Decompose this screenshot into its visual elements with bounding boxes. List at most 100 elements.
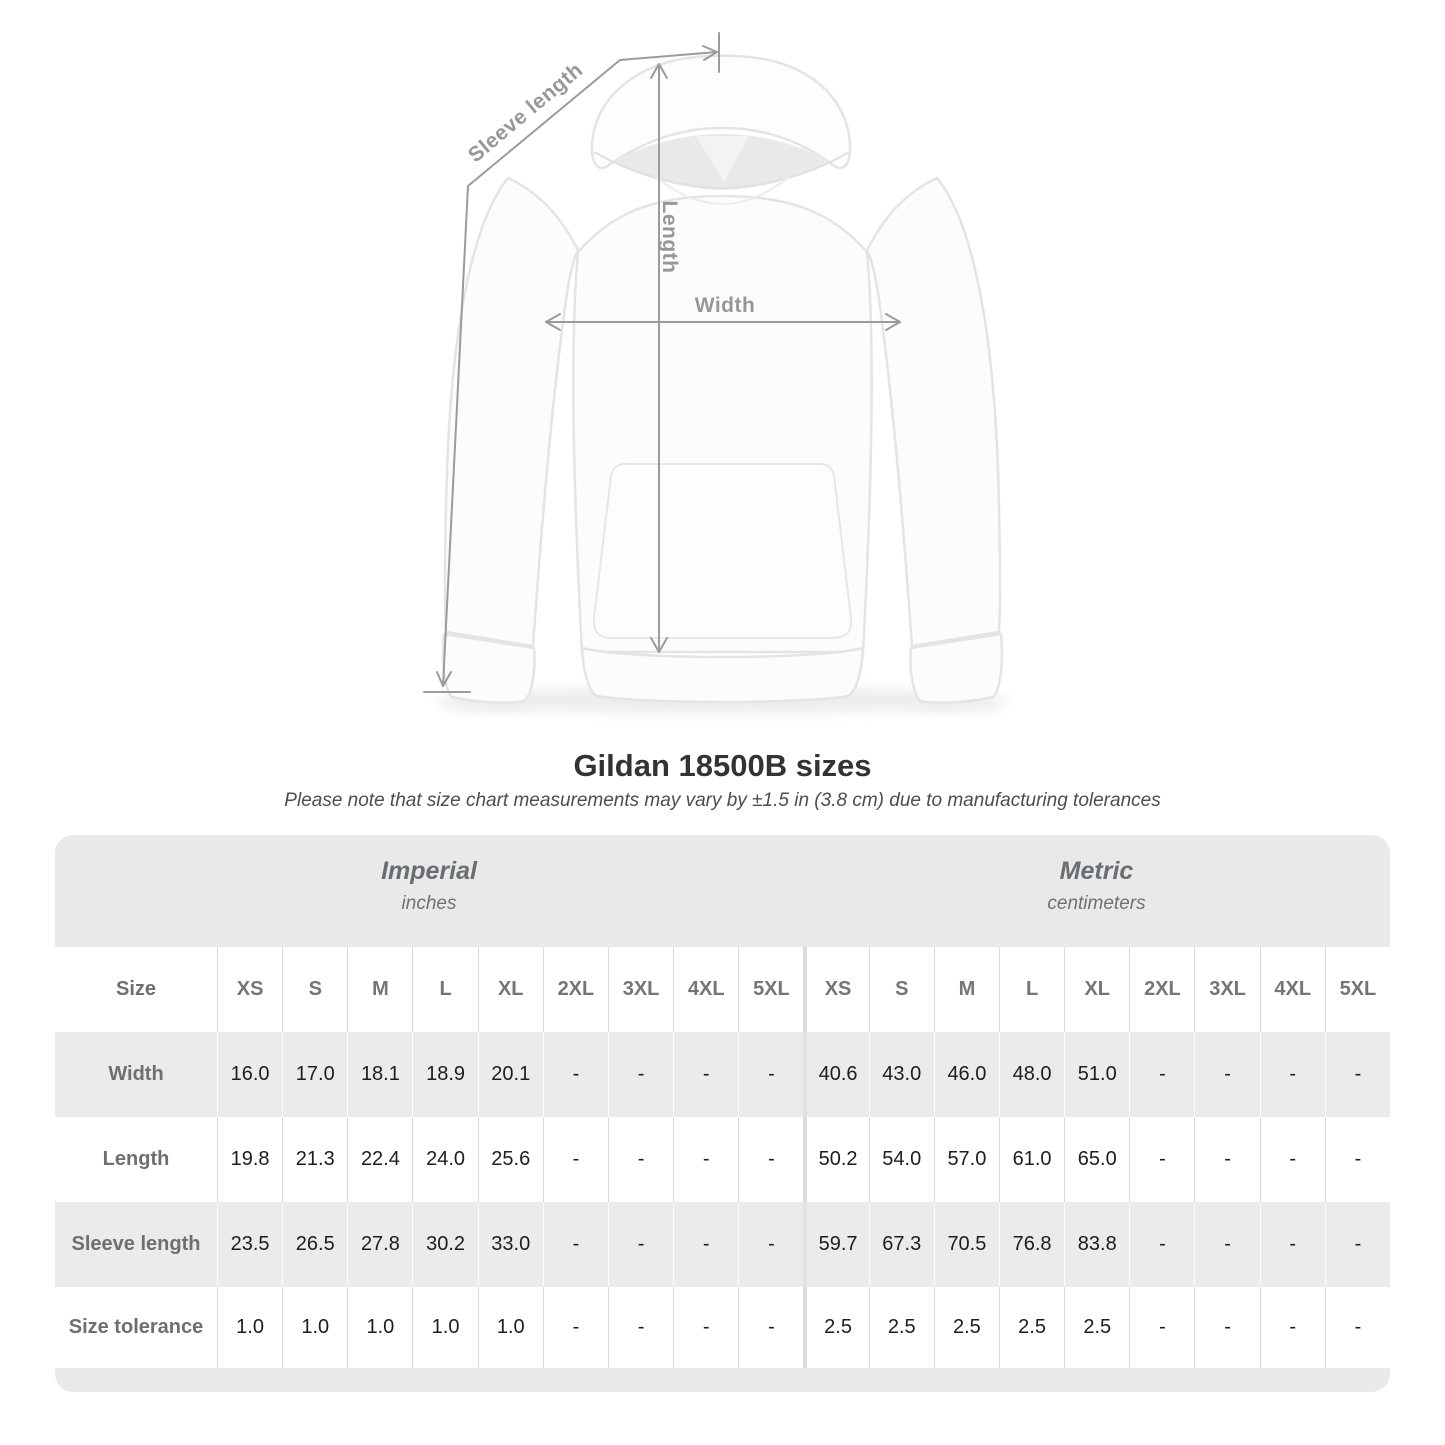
table-cell: - — [738, 1117, 803, 1202]
table-cell: - — [1194, 1287, 1259, 1368]
table-cell: - — [542, 1287, 608, 1368]
table-cell: - — [738, 1287, 803, 1368]
table-cell: 61.0 — [998, 1117, 1064, 1202]
table-cell: 2.5 — [868, 1287, 934, 1368]
table-footer — [55, 1368, 1390, 1392]
table-cell: 57.0 — [933, 1117, 999, 1202]
table-cell: 1.0 — [217, 1287, 282, 1368]
hoodie-figure: Sleeve length Length Width — [423, 32, 1008, 713]
table-cell: 33.0 — [477, 1202, 543, 1287]
length-arrow — [650, 63, 668, 653]
table-cell: 76.8 — [998, 1202, 1064, 1287]
length-measure-label: Length — [658, 200, 681, 274]
table-cell: - — [1259, 1117, 1325, 1202]
table-cell: 65.0 — [1064, 1117, 1129, 1202]
size-header-cell: 5XL — [1324, 947, 1390, 1032]
table-cell: 2.5 — [803, 1287, 868, 1368]
table-cell: - — [1259, 1032, 1325, 1117]
table-cell: 18.1 — [347, 1032, 412, 1117]
table-cell: 30.2 — [412, 1202, 477, 1287]
table-cell: 27.8 — [347, 1202, 412, 1287]
table-cell: 2.5 — [998, 1287, 1064, 1368]
imperial-unit: inches — [401, 893, 457, 914]
table-cell: - — [1259, 1287, 1325, 1368]
table-cell: 24.0 — [412, 1117, 477, 1202]
table-cell: 1.0 — [477, 1287, 543, 1368]
table-cell: - — [1324, 1117, 1390, 1202]
table-cell: 26.5 — [282, 1202, 347, 1287]
table-cell: 22.4 — [347, 1117, 412, 1202]
table-cell: 16.0 — [217, 1032, 282, 1117]
table-cell: - — [1324, 1202, 1390, 1287]
size-header-cell: L — [998, 947, 1064, 1032]
table-cell: - — [1129, 1117, 1194, 1202]
table-row: Sleeve length 23.5 26.5 27.8 30.2 33.0- - - -59.… — [55, 1202, 1390, 1287]
units-header-band: Imperial inches Metric centimeters — [55, 835, 1390, 947]
table-cell: 67.3 — [868, 1202, 934, 1287]
table-cell: - — [607, 1202, 673, 1287]
size-grid: Size XS S M L XL 2XL 3XL 4XL 5XL XS S M L XL 2XL 3XL 4XL 5… — [55, 947, 1390, 1368]
table-cell: - — [673, 1117, 738, 1202]
size-header-cell: 4XL — [1259, 947, 1325, 1032]
metric-unit: centimeters — [1047, 893, 1146, 914]
table-cell: 48.0 — [998, 1032, 1064, 1117]
hoodie-shape — [441, 54, 1004, 704]
size-header-cell: XL — [1064, 947, 1129, 1032]
hoodie-illustration — [423, 32, 1008, 713]
width-arrow — [545, 313, 901, 331]
table-cell: 1.0 — [282, 1287, 347, 1368]
width-measure-label: Width — [694, 294, 756, 317]
table-cell: - — [1324, 1287, 1390, 1368]
table-cell: 20.1 — [477, 1032, 543, 1117]
size-header-row: Size XS S M L XL 2XL 3XL 4XL 5XL XS S M L XL 2XL 3XL 4XL 5… — [55, 947, 1390, 1032]
metric-title: Metric — [1059, 857, 1134, 885]
table-cell: - — [1324, 1032, 1390, 1117]
table-cell: - — [607, 1287, 673, 1368]
table-cell: 18.9 — [412, 1032, 477, 1117]
imperial-header: Imperial inches — [55, 835, 803, 947]
size-header-cell: 3XL — [1194, 947, 1259, 1032]
table-cell: 59.7 — [803, 1202, 868, 1287]
row-label: Width — [108, 1063, 164, 1085]
table-row: Width 16.0 17.0 18.1 18.9 20.1- - - -40.6 43.0 46.… — [55, 1032, 1390, 1117]
table-cell: 19.8 — [217, 1117, 282, 1202]
size-header-cell: 5XL — [738, 947, 803, 1032]
chart-title: Gildan 18500B sizes — [573, 748, 872, 783]
table-cell: - — [1194, 1032, 1259, 1117]
table-row: Length 19.8 21.3 22.4 24.0 25.6- - - -50.2 54.0 57… — [55, 1117, 1390, 1202]
size-header-cell: XL — [477, 947, 543, 1032]
size-header-cell: M — [933, 947, 999, 1032]
metric-header: Metric centimeters — [803, 835, 1390, 947]
table-cell: - — [607, 1117, 673, 1202]
table-cell: 2.5 — [1064, 1287, 1129, 1368]
row-label: Length — [102, 1148, 170, 1170]
table-cell: 1.0 — [347, 1287, 412, 1368]
table-cell: 40.6 — [803, 1032, 868, 1117]
size-header-cell: 2XL — [542, 947, 608, 1032]
table-cell: - — [738, 1202, 803, 1287]
table-cell: - — [1259, 1202, 1325, 1287]
table-cell: - — [673, 1202, 738, 1287]
table-cell: - — [1129, 1202, 1194, 1287]
size-header-cell: L — [412, 947, 477, 1032]
size-header-cell: XS — [217, 947, 282, 1032]
table-cell: - — [1194, 1202, 1259, 1287]
table-cell: 23.5 — [217, 1202, 282, 1287]
table-cell: 54.0 — [868, 1117, 934, 1202]
table-cell: - — [542, 1117, 608, 1202]
table-row: Size tolerance 1.0 1.0 1.0 1.0 1.0- - - -2.5 2.5 2… — [55, 1287, 1390, 1368]
table-cell: - — [738, 1032, 803, 1117]
table-cell: - — [607, 1032, 673, 1117]
table-cell: 2.5 — [933, 1287, 999, 1368]
size-table: Imperial inches Metric centimeters Size X… — [55, 835, 1390, 1392]
size-header-cell: S — [868, 947, 934, 1032]
table-cell: 83.8 — [1064, 1202, 1129, 1287]
size-header-cell: S — [282, 947, 347, 1032]
size-header-cell: M — [347, 947, 412, 1032]
hood-opening — [593, 134, 850, 205]
table-cell: 70.5 — [933, 1202, 999, 1287]
table-cell: 17.0 — [282, 1032, 347, 1117]
table-cell: - — [542, 1202, 608, 1287]
chart-subtitle: Please note that size chart measurements… — [284, 790, 1161, 811]
